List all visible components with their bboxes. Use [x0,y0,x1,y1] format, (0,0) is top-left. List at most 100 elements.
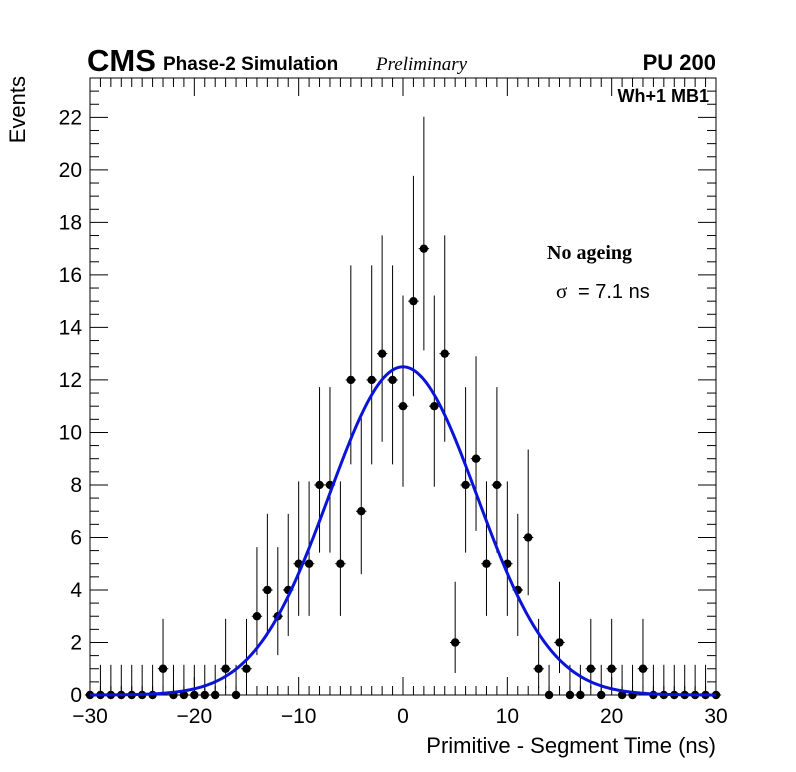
fit-curve-group [89,365,717,697]
data-point [470,356,482,531]
data-point [512,513,523,636]
marker [367,375,376,385]
y-tick-label: 6 [70,526,82,549]
marker [597,690,606,700]
marker [617,690,627,700]
marker [482,559,491,568]
x-tick-label: 20 [600,705,623,728]
y-tick-label: 22 [59,106,82,129]
fit-curve [89,365,717,697]
marker [419,244,429,253]
data-point [418,116,430,351]
data-point [335,481,346,616]
data-point [157,618,169,689]
y-tick-label: 16 [59,264,82,287]
marker [263,585,272,595]
marker [440,349,449,358]
data-point [710,664,722,700]
marker [388,375,397,385]
marker [461,480,470,490]
x-tick-label: −30 [72,705,108,728]
data-point [262,513,273,636]
preliminary-label: Preliminary [375,54,468,75]
data-point [84,664,96,700]
marker [179,690,189,700]
data-point [460,387,471,553]
data-point [283,513,294,636]
subtitle-label: Phase-2 Simulation [163,54,338,75]
x-tick-label: 10 [496,705,519,728]
marker [242,664,251,673]
data-point [178,664,190,700]
marker [398,401,408,411]
marker [200,690,209,700]
y-tick-label: 20 [59,159,82,182]
x-tick-label: 30 [704,705,727,728]
y-tick-label: 8 [70,474,82,497]
x-tick-label: −20 [177,705,213,728]
cms-label: CMS [87,43,156,78]
y-tick-label: 12 [59,369,82,392]
marker [471,454,481,463]
marker [450,638,460,647]
data-point [251,547,263,656]
data-point [345,265,357,465]
data-point [397,295,409,487]
data-point [585,618,597,689]
data-point [481,481,492,616]
y-tick-label: 2 [70,631,82,654]
data-point [575,664,586,700]
y-tick-label: 14 [59,316,83,339]
data-point [387,265,398,465]
axis-ticks [89,77,717,696]
data-point [366,265,377,465]
data-point [189,664,200,700]
marker [576,690,585,700]
marker [638,664,648,673]
marker [190,690,199,700]
data-point [596,664,607,700]
marker [252,612,262,621]
data-point [616,664,628,700]
data-point [408,175,419,397]
marker [231,690,241,700]
marker [524,533,533,542]
marker [377,349,387,358]
marker [534,664,543,673]
y-tick-label: 18 [59,211,82,234]
data-point [533,618,544,689]
data-point [376,235,388,442]
marker [409,296,418,306]
data-point [324,387,336,553]
data-point [209,664,221,700]
data-point [293,481,304,616]
marker [85,690,95,700]
sigma-symbol: σ [556,279,567,303]
marker [304,559,314,568]
data-point [272,547,284,656]
data-point [637,618,649,689]
marker [544,690,554,700]
data-point [429,295,440,487]
y-tick-label: 10 [59,421,82,444]
data-points [84,116,722,700]
data-point [356,418,367,575]
data-point [606,618,617,689]
marker [211,690,220,700]
sigma-value: = 7.1 ns [578,281,650,303]
data-point [491,387,503,553]
marker [315,480,324,490]
marker [565,690,575,700]
region-label: Wh+1 MB1 [617,86,709,106]
x-tick-label: 0 [397,705,409,728]
data-point [502,481,513,616]
marker [336,559,345,568]
data-point [241,618,252,689]
marker [346,375,356,385]
pileup-label: PU 200 [643,50,716,75]
y-tick-label: 0 [70,684,82,707]
marker [555,638,564,647]
marker [221,664,230,673]
data-point [543,664,555,700]
